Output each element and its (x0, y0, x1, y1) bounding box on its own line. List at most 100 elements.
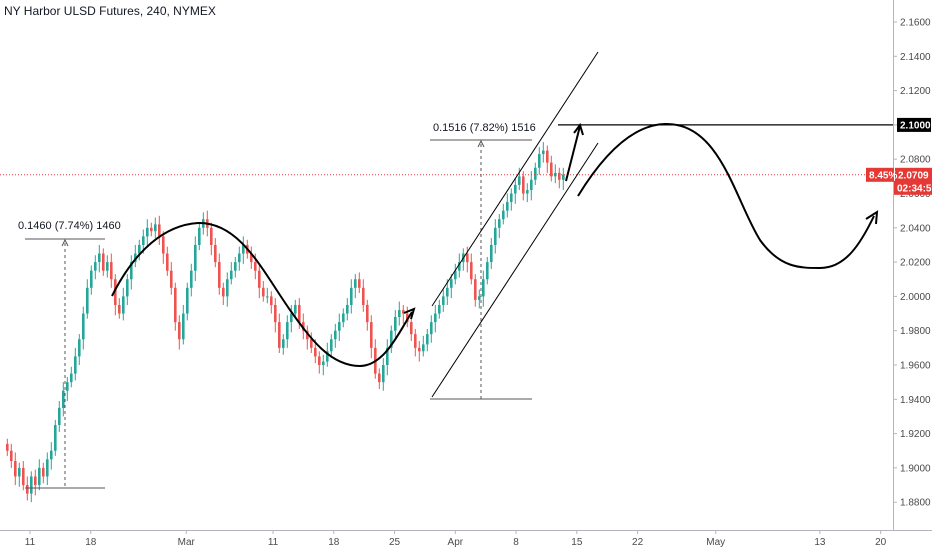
candle-body (418, 347, 421, 352)
candle (54, 419, 57, 456)
candle-body (70, 373, 73, 383)
candle-body (334, 330, 337, 340)
candle (270, 291, 273, 314)
chart-title: NY Harbor ULSD Futures, 240, NYMEX (4, 4, 216, 18)
candle-body (78, 339, 81, 357)
candle-body (274, 304, 277, 323)
measure-tool-1[interactable]: 0.1460 (7.74%) 1460 (18, 220, 121, 489)
candle-body (498, 219, 501, 228)
candle-body (366, 304, 369, 323)
price-axis[interactable]: 2.16002.14002.12002.10002.08002.06002.04… (893, 18, 931, 509)
price-tick-label: 1.9600 (900, 361, 931, 372)
target-price-label: 2.1000 (897, 117, 931, 132)
candle (30, 471, 33, 503)
candle (194, 236, 197, 281)
candle (474, 274, 477, 307)
candle (118, 298, 121, 319)
candle (374, 339, 377, 379)
candle (458, 253, 461, 278)
candle (426, 328, 429, 352)
candle (390, 325, 393, 353)
candle (46, 452, 49, 486)
candle (122, 287, 125, 321)
candle-body (482, 279, 485, 297)
time-tick-label: May (706, 537, 725, 548)
candle-body (166, 253, 169, 271)
candle (18, 462, 21, 487)
candle-body (542, 150, 545, 155)
candle-body (350, 287, 353, 305)
candle (414, 328, 417, 357)
candle-body (294, 304, 297, 314)
candle (294, 299, 297, 319)
candle-body (506, 202, 509, 211)
candle-body (142, 236, 145, 245)
candle (42, 462, 45, 484)
candle-body (122, 296, 125, 314)
candle (478, 289, 481, 309)
channel-lower-line (431, 142, 599, 398)
candle-body (470, 262, 473, 280)
candle (502, 203, 505, 225)
candle (14, 452, 17, 486)
candle-body (230, 270, 233, 280)
measure-label-1: 0.1460 (7.74%) 1460 (18, 220, 121, 232)
candle (318, 351, 321, 374)
measure-tool-2[interactable]: 0.1516 (7.82%) 1516 (430, 122, 536, 400)
candle-body (278, 322, 281, 348)
candle-body (318, 356, 321, 365)
candle-body (62, 390, 65, 408)
candle-body (250, 253, 253, 263)
candle (442, 289, 445, 312)
candle (378, 368, 381, 390)
candle-body (410, 322, 413, 335)
time-tick-label: 20 (875, 537, 887, 548)
time-tick-label: 18 (85, 537, 97, 548)
candle-body (162, 236, 165, 254)
candle-body (386, 347, 389, 365)
candle-body (174, 287, 177, 323)
candle (518, 167, 521, 191)
drawings-layer: 0.1460 (7.74%) 1460 0.1516 (7.82%) 1516 (0, 51, 893, 489)
candle (98, 244, 101, 273)
candle-body (550, 162, 553, 177)
candle-body (442, 296, 445, 305)
candle (10, 443, 13, 468)
candle (114, 274, 117, 316)
candle-body (390, 330, 393, 348)
price-tick-label: 2.1200 (900, 86, 931, 97)
price-tick-label: 2.0000 (900, 292, 931, 303)
candle-body (446, 287, 449, 297)
candle (382, 358, 385, 391)
candle-body (558, 172, 561, 180)
candle-body (526, 190, 529, 194)
candle-body (426, 334, 429, 345)
candle (538, 147, 541, 175)
candle-body (194, 244, 197, 271)
candle-body (362, 287, 365, 305)
candle-body (286, 322, 289, 340)
candle (346, 298, 349, 321)
candle-body (18, 467, 21, 477)
candle (422, 335, 425, 357)
candle-body (154, 224, 157, 232)
candle (106, 255, 109, 278)
candle-body (138, 244, 141, 254)
candle (146, 219, 149, 247)
current-price-label: 2.0709 (895, 167, 932, 182)
candle (434, 304, 437, 333)
candle-body (114, 279, 117, 305)
candle (162, 231, 165, 264)
candle-body (74, 356, 77, 374)
candle (74, 347, 77, 381)
candle (282, 334, 285, 355)
candle (238, 246, 241, 271)
candle (430, 315, 433, 343)
time-axis[interactable]: 11 18 Mar 11 18 25 Apr 8 15 22 May 13 20 (25, 530, 887, 548)
price-tick-label: 2.0200 (900, 258, 931, 269)
candle (466, 246, 469, 273)
candle (558, 167, 561, 189)
candle-body (354, 279, 357, 288)
candle-body (94, 262, 97, 271)
